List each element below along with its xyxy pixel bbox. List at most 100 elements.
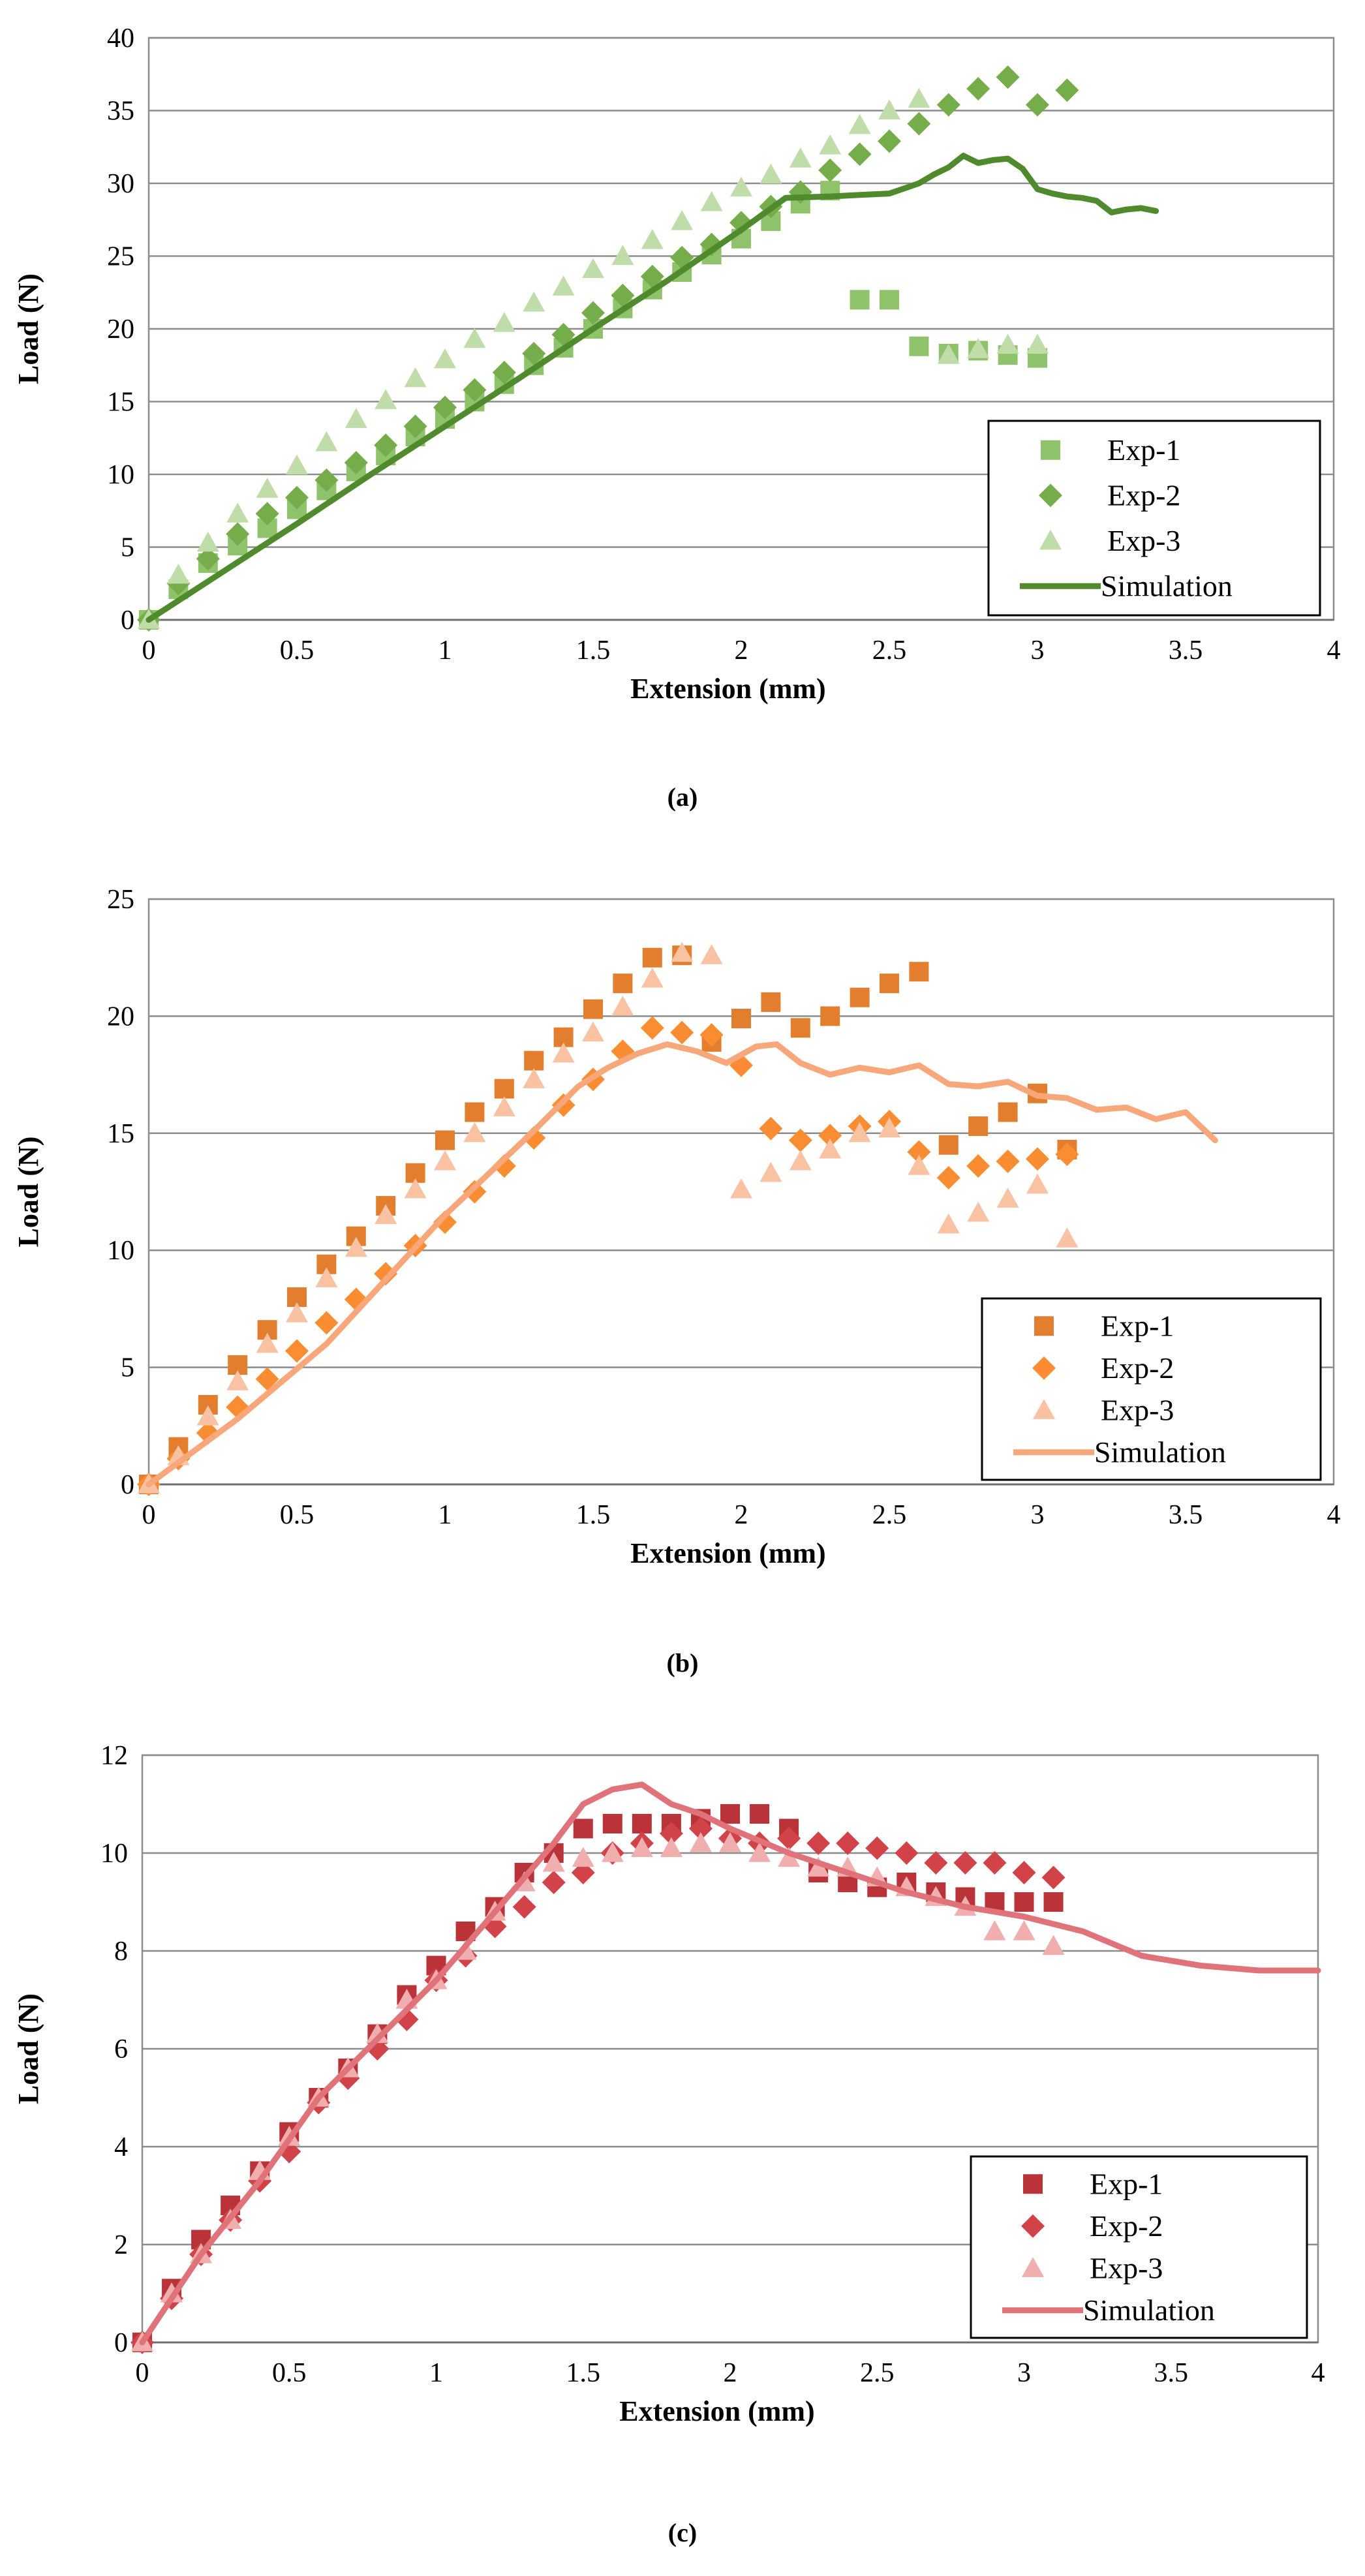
data-point [374, 1262, 398, 1286]
data-point [688, 1817, 713, 1841]
data-point [806, 1832, 831, 1855]
data-point [552, 1042, 575, 1063]
data-point [512, 1895, 536, 1919]
simulation-line [139, 1781, 1321, 2346]
data-point [983, 1851, 1007, 1875]
data-point [611, 996, 634, 1016]
data-point [435, 1130, 455, 1150]
legend-label: Exp-2 [1101, 1351, 1174, 1385]
data-point [761, 992, 781, 1012]
series-exp-1 [139, 945, 1077, 1494]
series-simulation [146, 1041, 1218, 1488]
data-point [967, 338, 990, 358]
series-exp-3 [138, 87, 1049, 629]
data-point [493, 1096, 515, 1116]
data-point [583, 999, 603, 1019]
data-point [611, 245, 634, 266]
data-point [345, 1236, 367, 1257]
data-point [731, 1008, 751, 1028]
data-point [1026, 93, 1049, 117]
legend-label: Exp-2 [1090, 2209, 1163, 2243]
data-point [433, 395, 457, 420]
y-tick-label: 0 [121, 606, 134, 636]
data-point [492, 1154, 516, 1178]
y-tick-label: 15 [107, 388, 134, 418]
x-tick-label: 0 [142, 1500, 156, 1530]
data-point [908, 1155, 930, 1175]
chart-panel-2: 0 5 10 15 20 25 0 0.5 1 1.5 2 2.5 3 3.5 4 Extension (mm… [12, 885, 1341, 1678]
data-point [1026, 1147, 1049, 1171]
data-point [719, 1832, 741, 1852]
data-point [1042, 1935, 1065, 1955]
data-point [789, 1150, 812, 1171]
data-point [819, 1138, 842, 1159]
legend-label: Exp-1 [1090, 2167, 1163, 2200]
data-point [777, 1826, 801, 1850]
data-point [778, 1847, 801, 1867]
data-point [226, 502, 249, 523]
data-point [759, 1161, 782, 1182]
data-point [1026, 1173, 1049, 1194]
data-point [572, 1847, 594, 1867]
y-tick-label: 2 [114, 2230, 128, 2260]
legend-label: Exp-1 [1107, 433, 1180, 467]
data-point [573, 1818, 593, 1839]
data-point [1013, 1920, 1035, 1940]
data-point [524, 1050, 544, 1071]
y-tick-label: 40 [107, 23, 134, 54]
series-exp-3 [131, 1832, 1065, 2352]
legend-label: Exp-2 [1107, 478, 1180, 512]
data-point [670, 1020, 694, 1045]
data-point [759, 163, 782, 184]
legend-label: Exp-3 [1101, 1393, 1174, 1426]
data-point [434, 348, 456, 369]
x-axis-title: Extension (mm) [630, 1537, 825, 1569]
data-point [345, 408, 367, 428]
data-point [966, 77, 990, 101]
legend-label: Simulation [1101, 569, 1233, 602]
series-exp-1 [139, 181, 1047, 630]
y-tick-label: 0 [121, 1470, 134, 1500]
data-point [404, 1178, 427, 1199]
data-point [699, 1023, 724, 1047]
data-point [286, 454, 308, 475]
data-point [366, 2023, 389, 2044]
x-axis-title: Extension (mm) [619, 2395, 814, 2427]
x-tick-label: 2.5 [872, 1500, 907, 1530]
x-tick-label: 1.5 [566, 2358, 601, 2388]
data-point [542, 1852, 565, 1872]
legend: Exp-1 Exp-2 Exp-3 Simulation [970, 2155, 1308, 2339]
x-tick-label: 1 [438, 636, 452, 666]
chart-panel-3: 0 2 4 6 8 10 12 0 0.5 1 1.5 2 2.5 3 3.5 4 Extension (mm)… [12, 1741, 1325, 2547]
data-point [167, 563, 190, 584]
data-point [542, 1871, 566, 1894]
data-point [938, 1135, 959, 1155]
y-tick-label: 20 [107, 1002, 134, 1032]
data-point [1026, 333, 1049, 354]
x-tick-label: 0 [142, 636, 156, 666]
x-tick-label: 1.5 [576, 636, 611, 666]
x-tick-label: 4 [1327, 636, 1341, 666]
data-point [788, 1128, 812, 1152]
data-point [315, 1267, 338, 1287]
data-point [601, 1842, 624, 1862]
data-point [582, 1021, 604, 1042]
data-point [256, 478, 279, 498]
data-point [196, 547, 220, 571]
data-point [640, 1016, 664, 1040]
data-point [878, 1117, 900, 1138]
y-axis-title: Load (N) [12, 1137, 44, 1248]
data-point [820, 1006, 840, 1026]
data-point [494, 1079, 514, 1099]
data-point [878, 99, 900, 120]
x-tick-label: 3.5 [1169, 1500, 1203, 1530]
data-point [909, 962, 929, 982]
x-tick-label: 3.5 [1169, 636, 1203, 666]
x-tick-label: 1 [438, 1500, 452, 1530]
data-point [630, 1837, 653, 1858]
data-point [404, 367, 427, 388]
series-simulation [139, 1781, 1321, 2346]
series-exp-3 [138, 942, 1079, 1494]
data-point [968, 1116, 989, 1137]
